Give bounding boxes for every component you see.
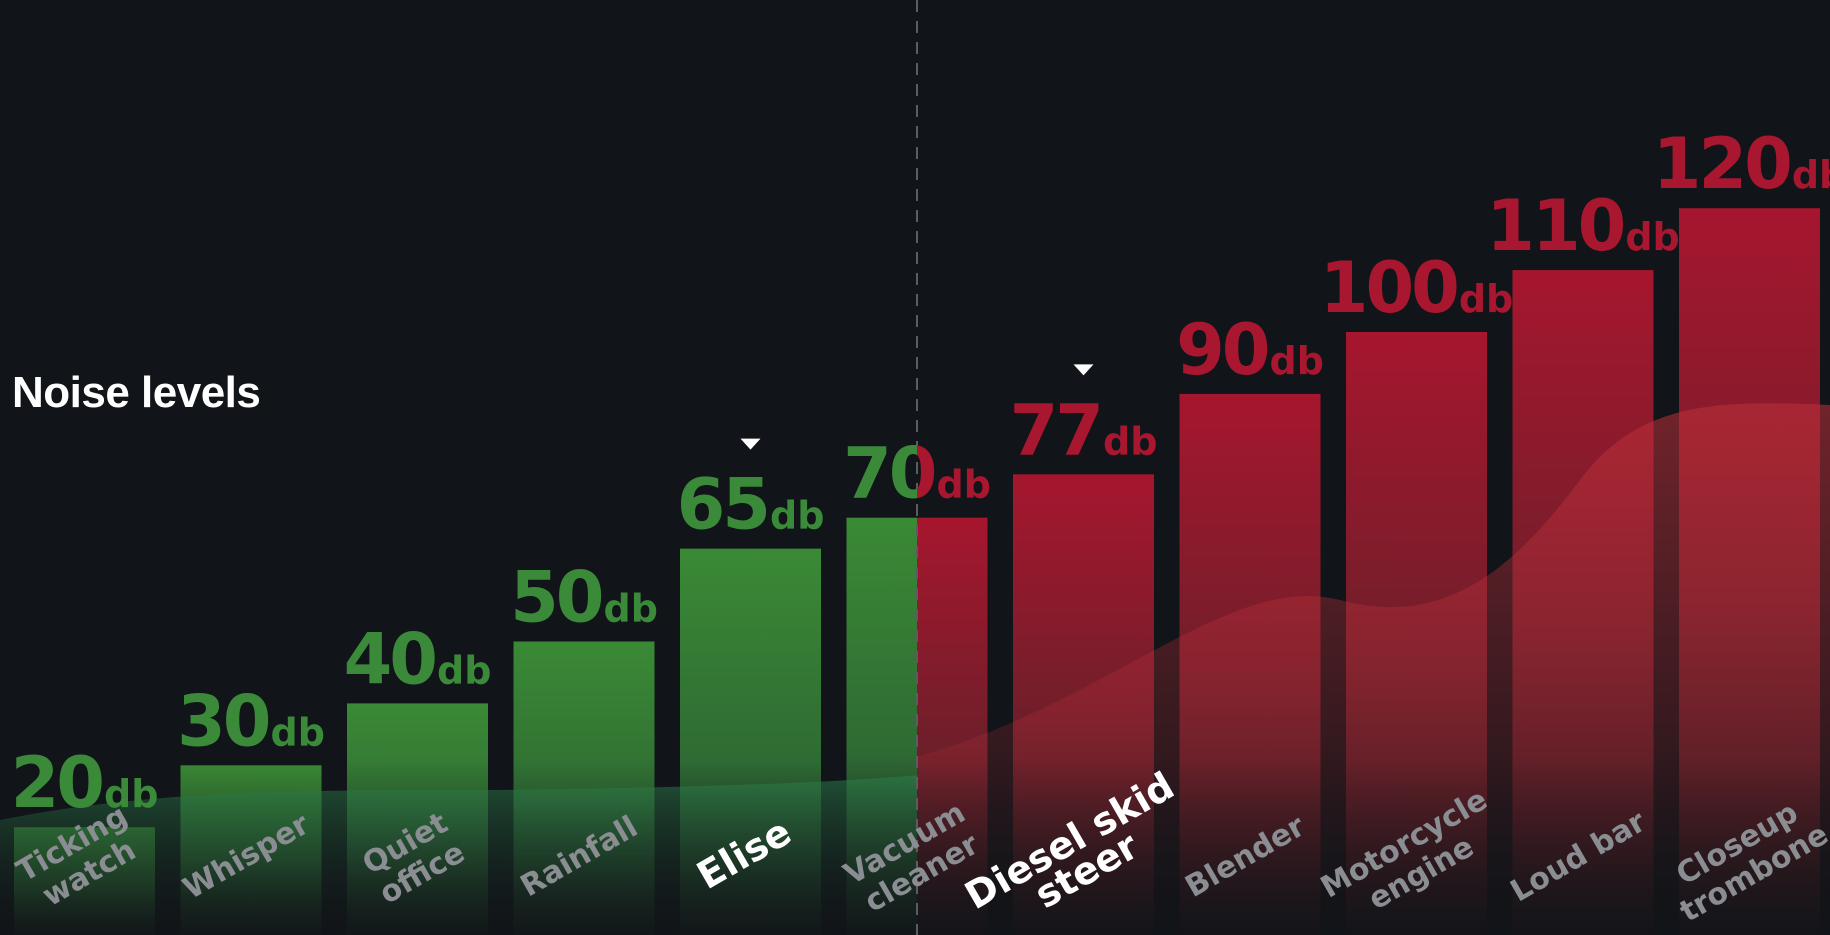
value-label-2: 40db: [344, 618, 492, 700]
value-label-7: 90db: [1176, 309, 1324, 391]
chart-title: Noise levels: [12, 368, 261, 417]
value-label-1: 30db: [177, 680, 325, 762]
value-label-8: 100db: [1320, 247, 1514, 329]
value-label-6: 77db: [1010, 389, 1158, 471]
value-label-3: 50db: [510, 557, 658, 639]
highlight-marker-4: [740, 438, 761, 450]
value-label-9: 110db: [1486, 185, 1680, 267]
bottom-fade: [0, 760, 1830, 935]
value-label-0: 20db: [11, 742, 159, 824]
highlight-marker-6: [1073, 364, 1094, 376]
value-label-4: 65db: [677, 464, 825, 546]
value-label-5: 70db: [843, 433, 991, 515]
value-label-10: 120db: [1653, 123, 1830, 205]
